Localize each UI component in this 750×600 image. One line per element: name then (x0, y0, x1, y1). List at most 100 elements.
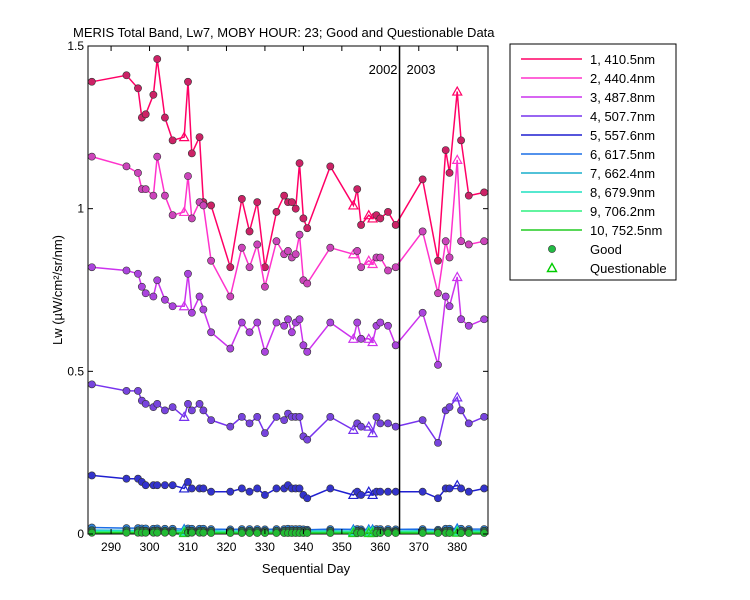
good-point (237, 318, 246, 327)
good-point (418, 308, 427, 317)
legend: 1, 410.5nm 2, 440.4nm 3, 487.8nm 4, 507.7nm… (509, 43, 677, 281)
good-point (184, 269, 192, 278)
good-point (457, 237, 465, 246)
legend-box (509, 43, 677, 281)
good-point (418, 529, 427, 537)
good-point (357, 491, 365, 499)
good-point (184, 77, 192, 86)
good-point (391, 221, 400, 229)
good-point (199, 528, 208, 537)
good-point (445, 529, 454, 537)
good-point (303, 347, 312, 356)
plot-area: 2002 2003 (87, 45, 489, 538)
x-tick-label: 330 (255, 540, 275, 554)
series-1 (87, 55, 489, 272)
good-point (187, 214, 196, 223)
questionable-point (451, 154, 463, 164)
good-point (261, 282, 269, 291)
good-point (153, 481, 162, 490)
good-point (187, 406, 196, 415)
good-point (168, 211, 177, 220)
good-point (464, 240, 473, 249)
good-point (326, 318, 335, 327)
good-point (161, 113, 169, 122)
good-point (134, 386, 142, 395)
legend-entry: 6, 617.5nm (590, 147, 655, 162)
legend-entry: 4, 507.7nm (590, 109, 655, 124)
good-point (161, 481, 169, 490)
good-point (141, 185, 150, 194)
good-point (295, 484, 304, 493)
good-point (87, 380, 96, 389)
good-point (153, 276, 162, 285)
good-point (199, 305, 208, 314)
good-point (384, 419, 392, 428)
good-point (141, 289, 150, 298)
good-point (480, 315, 489, 324)
x-tick-label: 370 (409, 540, 429, 554)
good-point (391, 422, 400, 431)
good-point (253, 412, 262, 421)
series-4 (87, 380, 489, 447)
year-label-2003: 2003 (407, 62, 436, 77)
good-point (434, 289, 442, 298)
good-point (226, 344, 235, 353)
good-point (237, 195, 246, 203)
good-point (457, 136, 465, 145)
questionable-point (178, 411, 190, 421)
good-point (287, 328, 296, 337)
good-point (291, 250, 300, 259)
good-point (434, 256, 442, 265)
questionable-point (367, 427, 379, 438)
good-point (480, 237, 489, 246)
good-point (418, 487, 427, 496)
good-point (445, 484, 454, 493)
questionable-point (178, 482, 190, 493)
good-point (391, 529, 400, 537)
good-point (353, 318, 362, 327)
good-point (272, 412, 281, 421)
questionable-point (363, 485, 375, 496)
questionable-point (347, 424, 359, 434)
good-point (272, 208, 281, 216)
good-point (199, 484, 208, 493)
good-point (261, 491, 269, 499)
questionable-point (451, 391, 463, 402)
good-point (187, 308, 196, 317)
legend-entry: 7, 662.4nm (590, 166, 655, 181)
good-point (168, 481, 177, 490)
good-point (464, 419, 473, 428)
good-point (384, 529, 392, 537)
good-point (384, 266, 392, 275)
good-point (207, 328, 215, 337)
good-point (284, 247, 292, 255)
good-point (391, 263, 400, 272)
good-point (480, 188, 489, 197)
good-point (376, 253, 385, 262)
good-point (199, 201, 208, 210)
good-point (357, 529, 365, 537)
good-point (184, 399, 192, 408)
good-point (299, 214, 308, 223)
good-point (357, 334, 365, 343)
good-point (226, 487, 235, 496)
good-point (464, 487, 473, 496)
good-point (261, 347, 269, 356)
good-point (226, 529, 235, 537)
good-point (376, 419, 385, 428)
chart-title: MERIS Total Band, Lw7, MOBY HOUR: 23; Go… (73, 25, 495, 40)
good-point (141, 528, 150, 537)
good-point (299, 341, 308, 350)
good-point (134, 168, 142, 177)
good-point (141, 481, 150, 490)
good-point (391, 341, 400, 350)
good-point (445, 253, 454, 262)
good-point (134, 269, 142, 278)
good-point (226, 292, 235, 301)
good-point (418, 175, 427, 184)
good-point (480, 412, 489, 421)
year-label-2002: 2002 (369, 62, 398, 77)
good-point (161, 295, 169, 304)
good-point (457, 406, 465, 415)
legend-entry: Questionable (590, 261, 667, 276)
